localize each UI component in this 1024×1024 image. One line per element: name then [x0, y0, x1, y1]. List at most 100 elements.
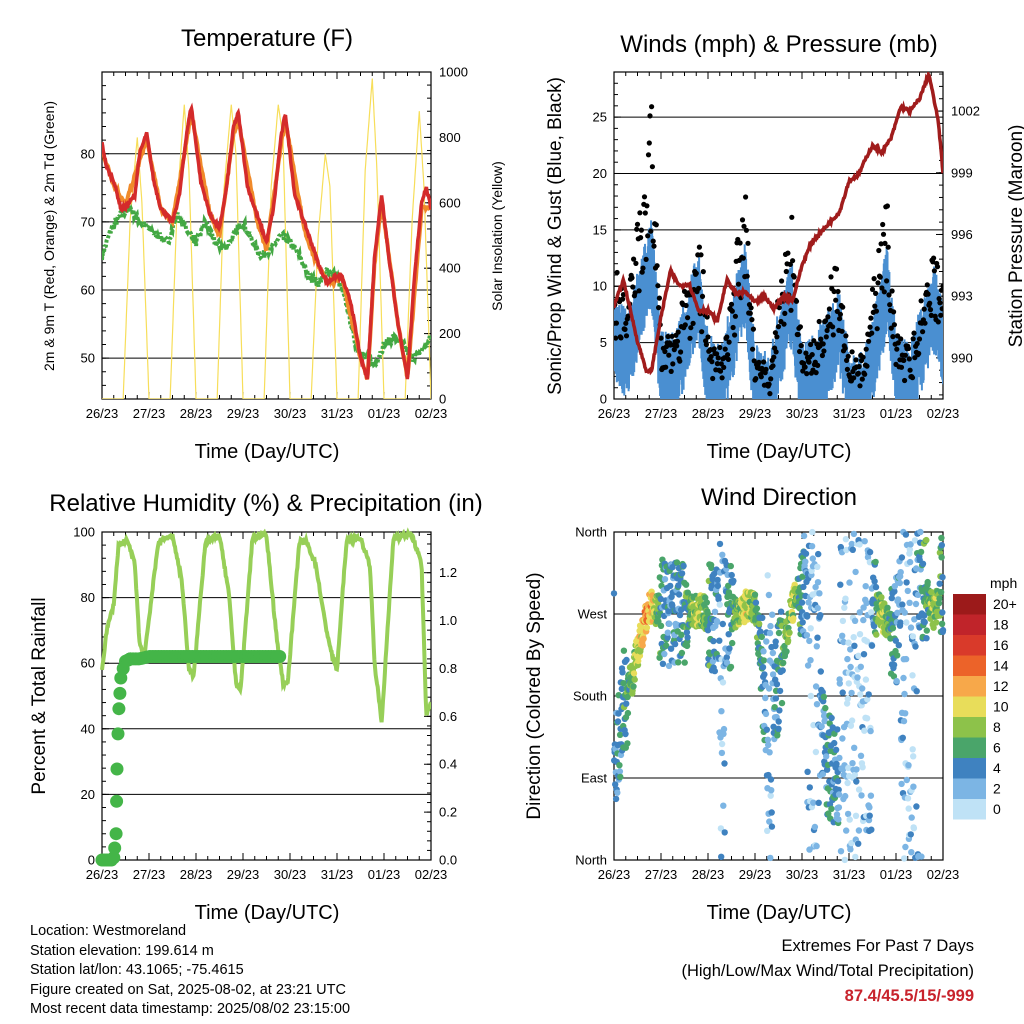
gust-point — [849, 349, 855, 355]
direction-point — [862, 676, 870, 683]
direction-point — [867, 609, 875, 616]
direction-point — [860, 604, 867, 611]
gust-point — [740, 255, 746, 261]
gust-point — [881, 289, 887, 295]
winds-xtick-label: 30/23 — [786, 406, 819, 421]
direction-point — [617, 773, 624, 781]
direction-point — [861, 538, 868, 545]
direction-point — [620, 647, 628, 654]
latlon-text: Station lat/lon: 43.1065; -75.4615 — [30, 962, 244, 978]
direction-point — [814, 634, 821, 641]
direction-point — [905, 805, 912, 812]
gust-point — [825, 314, 831, 320]
gust-point — [645, 152, 652, 158]
direction-point — [907, 624, 915, 631]
colorbar-swatch — [953, 614, 986, 635]
direction-point — [760, 657, 768, 664]
gust-point — [649, 164, 656, 170]
direction-point — [811, 823, 819, 831]
direction-point — [846, 816, 853, 823]
direction-point — [822, 704, 829, 712]
gust-point — [693, 270, 699, 276]
gust-point — [843, 333, 849, 339]
direction-point — [903, 579, 910, 586]
direction-point — [906, 599, 913, 606]
direction-point — [907, 831, 914, 838]
gust-point — [662, 348, 668, 355]
insolation-line — [102, 78, 431, 399]
direction-point — [643, 624, 651, 631]
colorbar-swatch — [953, 655, 986, 676]
direction-point — [889, 625, 897, 632]
direction-point — [753, 605, 761, 612]
gust-point — [877, 274, 883, 280]
gust-point — [815, 362, 821, 368]
colorbar-label: 8 — [993, 719, 1001, 735]
direction-point — [863, 638, 871, 645]
direction-point — [624, 709, 632, 717]
gust-point — [655, 283, 661, 289]
direction-point — [775, 629, 783, 637]
direction-point — [807, 657, 814, 664]
direction-point — [807, 692, 815, 700]
direction-point — [923, 635, 930, 642]
gust-point — [831, 288, 837, 295]
gust-point — [633, 260, 639, 266]
direction-point — [813, 701, 821, 708]
gust-point — [845, 353, 851, 359]
direction-point — [839, 735, 846, 742]
winds-y2tick-label: 999 — [951, 165, 973, 180]
temperature-plot: 26/23 27/23 28/23 29/23 30/23 31/23 01/23 02/23… — [81, 65, 468, 422]
direction-point — [835, 816, 842, 823]
direction-point — [719, 620, 726, 628]
temperature-xtick-label: 01/23 — [368, 406, 401, 421]
direction-point — [857, 691, 864, 698]
direction-point — [878, 594, 885, 601]
colorbar-swatch — [953, 635, 986, 656]
direction-point — [895, 642, 902, 649]
winds-xtick-label: 02/23 — [927, 406, 960, 421]
direction-point — [764, 572, 771, 579]
direction-point — [866, 804, 873, 811]
gust-point — [895, 340, 901, 346]
direction-point — [639, 642, 646, 649]
humidity-ytick-label: 60 — [81, 656, 95, 671]
direction-point — [857, 663, 864, 670]
direction-point — [833, 760, 840, 768]
gust-point — [644, 203, 650, 209]
direction-point — [704, 610, 711, 617]
gust-point — [868, 315, 874, 321]
direction-point — [847, 722, 855, 729]
gust-point — [726, 339, 732, 345]
temperature-xtick-label: 30/23 — [274, 406, 307, 421]
direction-point — [806, 637, 813, 645]
gust-point — [871, 276, 877, 282]
direction-point — [765, 741, 772, 749]
direction-ytick-label: North — [575, 853, 607, 868]
direction-point — [856, 609, 863, 616]
direction-point — [807, 625, 814, 632]
direction-point — [843, 827, 850, 834]
direction-point — [630, 683, 637, 690]
direction-point — [730, 577, 737, 585]
direction-point — [767, 792, 774, 799]
gust-point — [678, 349, 684, 355]
gust-point — [658, 335, 664, 341]
gust-point — [798, 343, 804, 349]
gust-point — [758, 374, 764, 380]
direction-point — [719, 679, 727, 686]
gust-point — [763, 366, 769, 372]
direction-point — [845, 764, 852, 772]
direction-point — [910, 753, 917, 760]
gust-point — [721, 364, 727, 370]
gust-point — [797, 348, 803, 355]
direction-point — [800, 532, 808, 540]
temperature-y2tick-label: 600 — [439, 195, 461, 210]
humidity-ytick-label: 100 — [73, 525, 95, 540]
gust-point — [833, 266, 840, 272]
direction-point — [923, 536, 930, 544]
gust-points — [614, 104, 943, 397]
direction-xlabel: Time (Day/UTC) — [707, 902, 852, 924]
gust-point — [891, 322, 898, 328]
gust-point — [878, 241, 884, 247]
